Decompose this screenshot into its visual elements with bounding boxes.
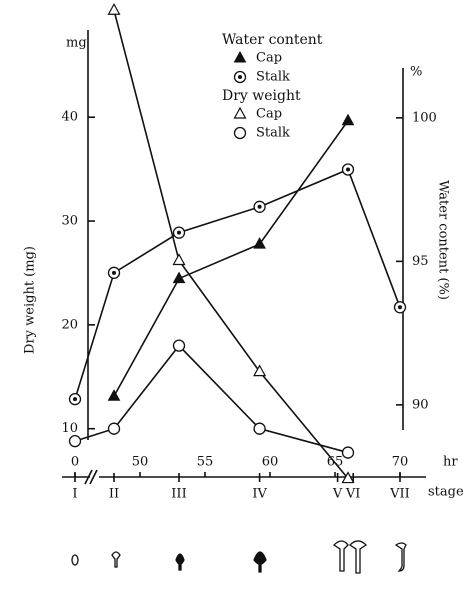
series-line xyxy=(74,168,401,400)
marker-dot xyxy=(257,204,262,209)
axis-break xyxy=(89,469,98,485)
stage-icons xyxy=(71,540,407,574)
legend-label: Stalk xyxy=(256,126,290,141)
marker-dot xyxy=(238,75,242,79)
x-tick-label: 0 xyxy=(71,455,79,470)
legend-label: Stalk xyxy=(256,70,290,85)
y2-axis-title: Water content (%) xyxy=(436,180,451,300)
x-tick-label: 70 xyxy=(392,455,409,470)
legend-label: Cap xyxy=(256,51,282,66)
marker-dot xyxy=(177,230,181,235)
y-tick-label: 40 xyxy=(61,110,78,125)
legend-marker xyxy=(233,126,247,140)
y2-tick-label: 100 xyxy=(412,110,437,125)
y2-tick-label: 95 xyxy=(412,254,429,269)
legend-group: Dry weight xyxy=(222,88,301,104)
marker xyxy=(253,422,266,435)
marker xyxy=(172,253,186,266)
marker xyxy=(341,113,355,126)
marker xyxy=(341,446,355,459)
y-tick-label: 20 xyxy=(61,317,78,332)
marker xyxy=(172,339,186,352)
marker xyxy=(107,389,121,401)
stage-label: VII xyxy=(389,487,410,502)
axis-break xyxy=(84,469,93,485)
stage-label: III xyxy=(171,487,186,502)
y2-tick-label: 90 xyxy=(412,397,429,412)
marker-dot xyxy=(346,167,350,172)
stage-label: IV xyxy=(252,487,267,502)
left-unit: mg xyxy=(66,36,87,51)
series-line xyxy=(113,10,349,480)
marker-dot xyxy=(398,305,402,310)
x-tick-label: 50 xyxy=(132,455,149,470)
y-axis-title: Dry weight (mg) xyxy=(23,246,38,354)
series-line xyxy=(113,120,349,397)
stage-label: VI xyxy=(345,487,361,502)
y-tick-label: 30 xyxy=(61,214,78,229)
y-tick-label: 10 xyxy=(61,421,78,436)
marker-dot xyxy=(73,397,77,402)
right-unit: % xyxy=(410,65,422,80)
x-tick-label: 60 xyxy=(262,455,279,470)
marker xyxy=(107,422,121,435)
stage-label: stage xyxy=(428,485,464,500)
marker xyxy=(253,364,267,377)
stage-label: II xyxy=(109,487,119,502)
legend-label: Cap xyxy=(256,107,282,122)
stage-label: V xyxy=(332,487,343,502)
marker-dot xyxy=(112,270,116,275)
x-tick-label: 55 xyxy=(197,455,214,470)
marker xyxy=(68,435,82,448)
legend-group: Water content xyxy=(222,32,323,48)
stage-label: I xyxy=(72,487,77,502)
x-unit: hr xyxy=(443,455,458,470)
marker xyxy=(253,237,266,249)
marker xyxy=(341,471,355,484)
marker xyxy=(107,3,121,15)
legend-marker xyxy=(233,106,247,119)
legend-marker xyxy=(233,50,247,63)
marker xyxy=(172,271,186,284)
